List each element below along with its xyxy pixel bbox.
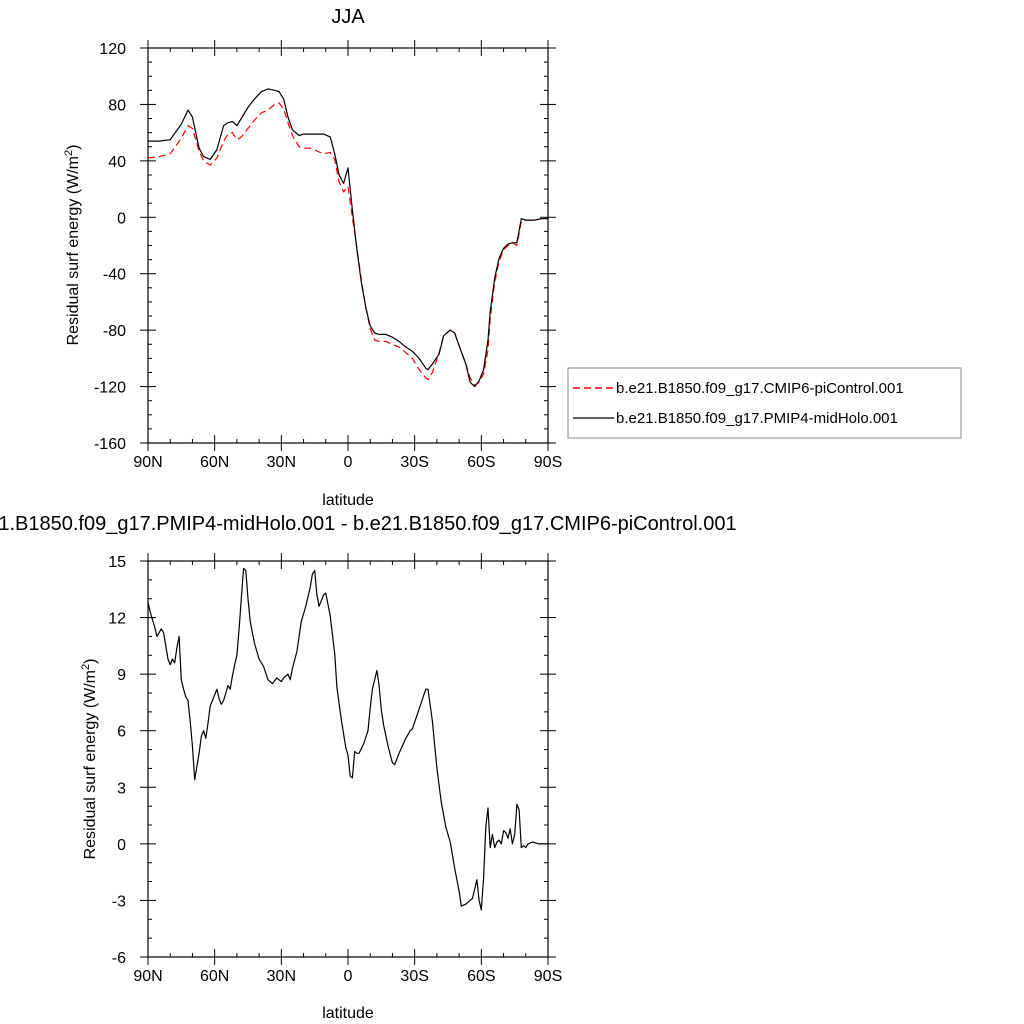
top-x-tick-label: 90S (534, 454, 562, 471)
top-y-tick-label: 40 (108, 154, 126, 171)
bottom-x-tick-label: 30N (267, 968, 296, 985)
top-chart-panel: JJA latitude Residual surf energy (W/m2)… (63, 6, 562, 509)
bottom-x-tick-label: 30S (400, 968, 428, 985)
bottom-x-axis-label: latitude (322, 1005, 374, 1022)
top-chart-title: JJA (331, 6, 365, 28)
top-y-tick-label: -40 (103, 267, 126, 284)
top-plot-frame (147, 47, 549, 444)
bottom-x-tick-label: 60S (467, 968, 495, 985)
top-y-axis-label: Residual surf energy (W/m2) (63, 145, 82, 346)
top-y-tick-label: -80 (103, 323, 126, 340)
legend-box (567, 367, 962, 439)
bottom-y-tick-label: 15 (108, 554, 126, 571)
top-x-tick-label: 30N (267, 454, 296, 471)
bottom-series-line-0 (147, 567, 548, 911)
bottom-y-tick-label: 6 (117, 724, 126, 741)
bottom-chart-panel: b.e21.B1850.f09_g17.PMIP4-midHolo.001 - … (0, 513, 737, 1022)
bottom-y-tick-label: 12 (108, 611, 126, 628)
top-series-lines (147, 88, 548, 388)
bottom-x-tick-label: 90N (133, 968, 162, 985)
legend: b.e21.B1850.f09_g17.CMIP6-piControl.001 … (567, 367, 962, 439)
top-x-tick-label: 0 (344, 454, 353, 471)
top-x-tick-label: 60N (200, 454, 229, 471)
top-y-tick-label: -160 (94, 436, 126, 453)
top-series-line-1 (148, 88, 548, 388)
bottom-x-tick-label: 0 (344, 968, 353, 985)
top-x-tick-label: 60S (467, 454, 495, 471)
top-x-tick-label: 90N (133, 454, 162, 471)
bottom-chart-title: b.e21.B1850.f09_g17.PMIP4-midHolo.001 - … (0, 513, 737, 535)
bottom-y-tick-label: 3 (117, 780, 126, 797)
bottom-y-tick-label: -6 (112, 950, 126, 967)
top-y-tick-label: 0 (117, 210, 126, 227)
top-y-tick-label: -120 (94, 380, 126, 397)
top-y-tick-label: 80 (108, 97, 126, 114)
legend-label-midholo: b.e21.B1850.f09_g17.PMIP4-midHolo.001 (616, 410, 898, 427)
bottom-y-tick-label: 0 (117, 837, 126, 854)
top-x-ticks: 90N 60N 30N 0 30S 60S 90S (133, 40, 562, 471)
bottom-x-tick-label: 90S (534, 968, 562, 985)
top-x-axis-label: latitude (322, 492, 374, 509)
legend-label-picontrol: b.e21.B1850.f09_g17.CMIP6-piControl.001 (616, 380, 904, 397)
bottom-series-lines (147, 567, 548, 911)
top-y-ticks: 120 80 40 0 -40 -80 -120 -160 (94, 41, 556, 453)
top-y-tick-label: 120 (99, 41, 126, 58)
bottom-x-ticks: 90N 60N 30N 0 30S 60S 90S (133, 553, 562, 985)
bottom-y-tick-label: 9 (117, 667, 126, 684)
bottom-y-axis-label: Residual surf energy (W/m2) (80, 659, 99, 860)
top-x-tick-label: 30S (400, 454, 428, 471)
bottom-y-tick-label: -3 (112, 893, 126, 910)
bottom-y-ticks: 15 12 9 6 3 0 -3 -6 (108, 554, 556, 967)
bottom-x-tick-label: 60N (200, 968, 229, 985)
